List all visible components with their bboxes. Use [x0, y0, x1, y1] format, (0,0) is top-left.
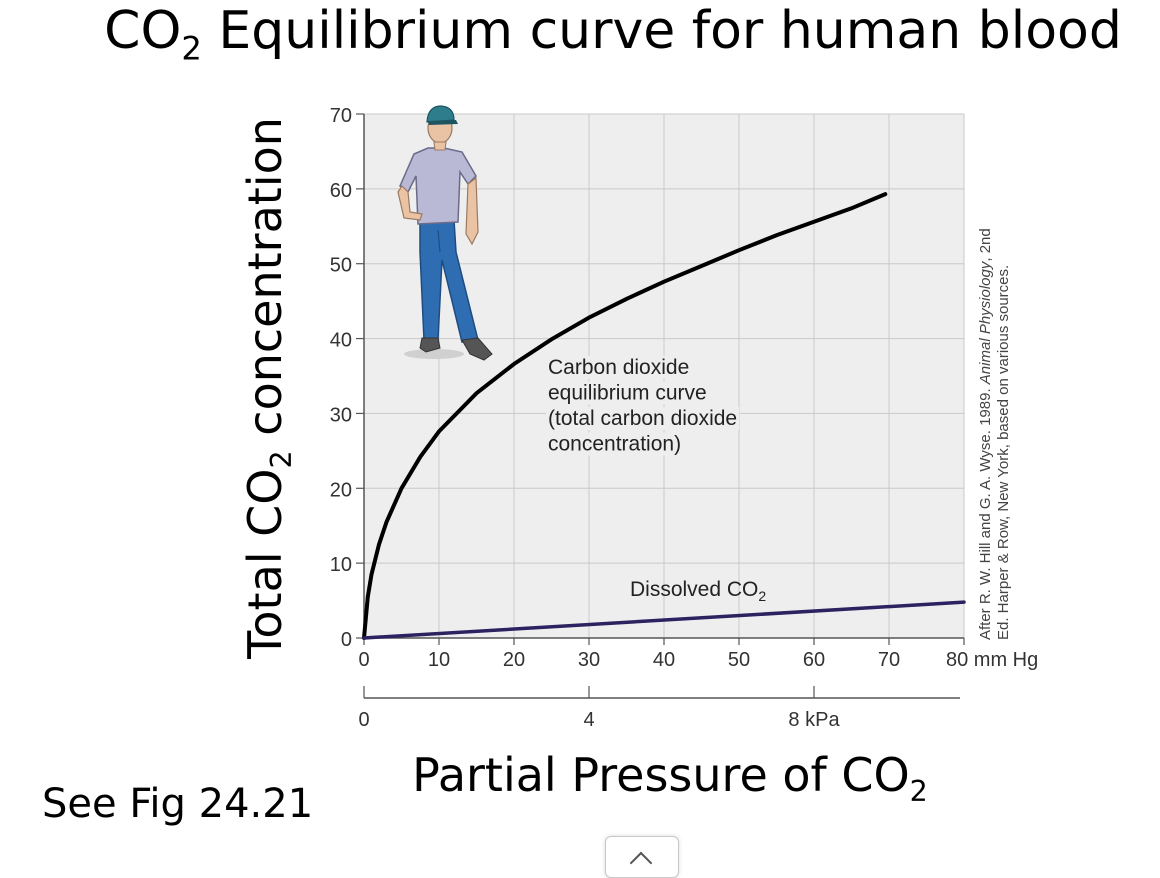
man-neck [433, 141, 447, 151]
x-tick-label: 40 [653, 649, 675, 671]
annotation-equilibrium-line: concentration) [548, 433, 681, 456]
chevron-up-icon [629, 851, 653, 875]
credit-line-2: Ed. Harper & Row, New York, based on var… [995, 265, 1012, 640]
man-illustration [397, 105, 493, 361]
man-arm-right [465, 176, 479, 246]
y-tick-label: 20 [330, 479, 352, 501]
annotation-equilibrium-line: equilibrium curve [548, 382, 707, 405]
man-cap-brim [428, 120, 458, 125]
x-title-subscript: 2 [909, 774, 928, 808]
jeans-seam [437, 229, 441, 253]
x-tick-label: 50 [728, 649, 750, 671]
x-tick-label: 60 [803, 649, 825, 671]
scroll-up-button[interactable] [605, 836, 679, 878]
title-prefix: CO [104, 1, 182, 61]
title-suffix: Equilibrium curve for human blood [201, 1, 1122, 61]
man-arm-left [397, 185, 423, 221]
y-tick-label: 50 [330, 255, 352, 277]
man-shadow [404, 349, 464, 359]
annotation-equilibrium-line: Carbon dioxide [548, 356, 689, 379]
annotation-dissolved: Dissolved CO2 [630, 578, 766, 604]
kpa-tick-label: 8 kPa [788, 709, 840, 731]
kpa-tick-label: 0 [358, 709, 369, 731]
man-shoe-left [419, 337, 441, 353]
x-tick-label: 20 [503, 649, 525, 671]
series-line-dissolved [362, 600, 966, 640]
y-title-subscript: 2 [264, 450, 298, 469]
x-tick-label: 30 [578, 649, 600, 671]
credit-group: After R. W. Hill and G. A. Wyse. 1989. A… [977, 228, 1012, 640]
y-axis-title: Total CO2 concentration [238, 117, 298, 659]
y-tick-label: 60 [330, 180, 352, 202]
y-title-prefix: Total CO [238, 468, 292, 659]
annotation-halo [546, 381, 709, 405]
kpa-tick-label: 4 [583, 709, 594, 731]
y-tick-label: 70 [330, 105, 352, 127]
annotation-halo [546, 356, 692, 379]
annotation-equilibrium-line: (total carbon dioxide [548, 407, 737, 430]
y-tick-label: 30 [330, 404, 352, 426]
y-title-suffix: concentration [238, 117, 292, 451]
x-tick-label: 80 mm Hg [946, 649, 1038, 671]
annotation-halo [546, 407, 740, 430]
man-shoe-right [461, 337, 493, 361]
y-tick-label: 0 [341, 629, 352, 651]
man-cap [426, 105, 455, 123]
y-tick-label: 40 [330, 330, 352, 352]
series-line-equilibrium [362, 192, 888, 640]
slide-title: CO2 Equilibrium curve for human blood [0, 0, 1160, 64]
see-fig-note: See Fig 24.21 [42, 781, 314, 827]
x-tick-label: 70 [878, 649, 900, 671]
x-tick-label: 0 [358, 649, 369, 671]
title-subscript: 2 [181, 29, 202, 68]
x-tick-label: 10 [428, 649, 450, 671]
man-jeans [419, 219, 479, 343]
x-axis-title: Partial Pressure of CO2 [300, 748, 1040, 806]
credit-line-1: After R. W. Hill and G. A. Wyse. 1989. A… [977, 228, 994, 640]
x-title-prefix: Partial Pressure of CO [412, 748, 910, 802]
y-tick-label: 10 [330, 554, 352, 576]
annotation-halo [546, 432, 684, 456]
